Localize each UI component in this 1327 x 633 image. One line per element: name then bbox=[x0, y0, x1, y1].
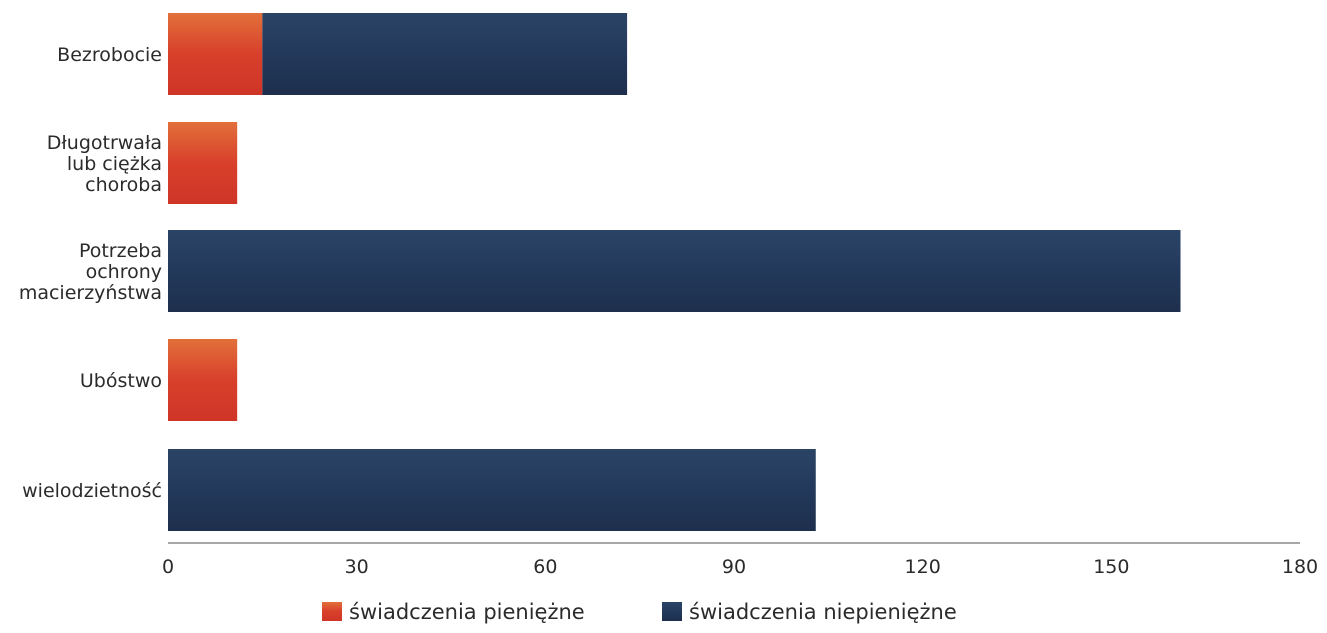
legend-label-noncash: świadczenia niepieniężne bbox=[689, 600, 957, 624]
x-tick-label-1: 30 bbox=[345, 556, 369, 578]
category-label-4: wielodzietność bbox=[22, 480, 162, 502]
x-tick-label-3: 90 bbox=[722, 556, 746, 578]
bar-cash-3 bbox=[168, 339, 238, 421]
x-tick-label-6: 180 bbox=[1282, 556, 1318, 578]
bars-layer bbox=[168, 13, 1181, 531]
x-axis: 0 30 60 90 120 150 180 bbox=[162, 542, 1318, 578]
bar-cash-1 bbox=[168, 122, 238, 204]
x-tick-label-4: 120 bbox=[905, 556, 941, 578]
legend-swatch-cash bbox=[322, 602, 342, 621]
category-label-1: Długotrwała lub ciężka choroba bbox=[47, 132, 162, 196]
bar-noncash-0 bbox=[262, 13, 628, 95]
bar-noncash-4 bbox=[168, 449, 816, 531]
bar-noncash-2 bbox=[168, 230, 1181, 312]
x-tick-label-0: 0 bbox=[162, 556, 174, 578]
legend-label-cash: świadczenia pieniężne bbox=[349, 600, 585, 624]
legend-swatch-noncash bbox=[662, 602, 682, 621]
category-labels: Bezrobocie Długotrwała lub ciężka choroba Po… bbox=[19, 44, 162, 502]
category-label-0: Bezrobocie bbox=[57, 44, 162, 66]
x-tick-label-5: 150 bbox=[1093, 556, 1129, 578]
bar-cash-0 bbox=[168, 13, 263, 95]
category-label-2: Potrzeba ochrony macierzyństwa bbox=[19, 240, 162, 304]
category-label-3: Ubóstwo bbox=[80, 370, 162, 392]
x-tick-label-2: 60 bbox=[533, 556, 557, 578]
legend: świadczenia pieniężne świadczenia niepien… bbox=[322, 600, 957, 624]
